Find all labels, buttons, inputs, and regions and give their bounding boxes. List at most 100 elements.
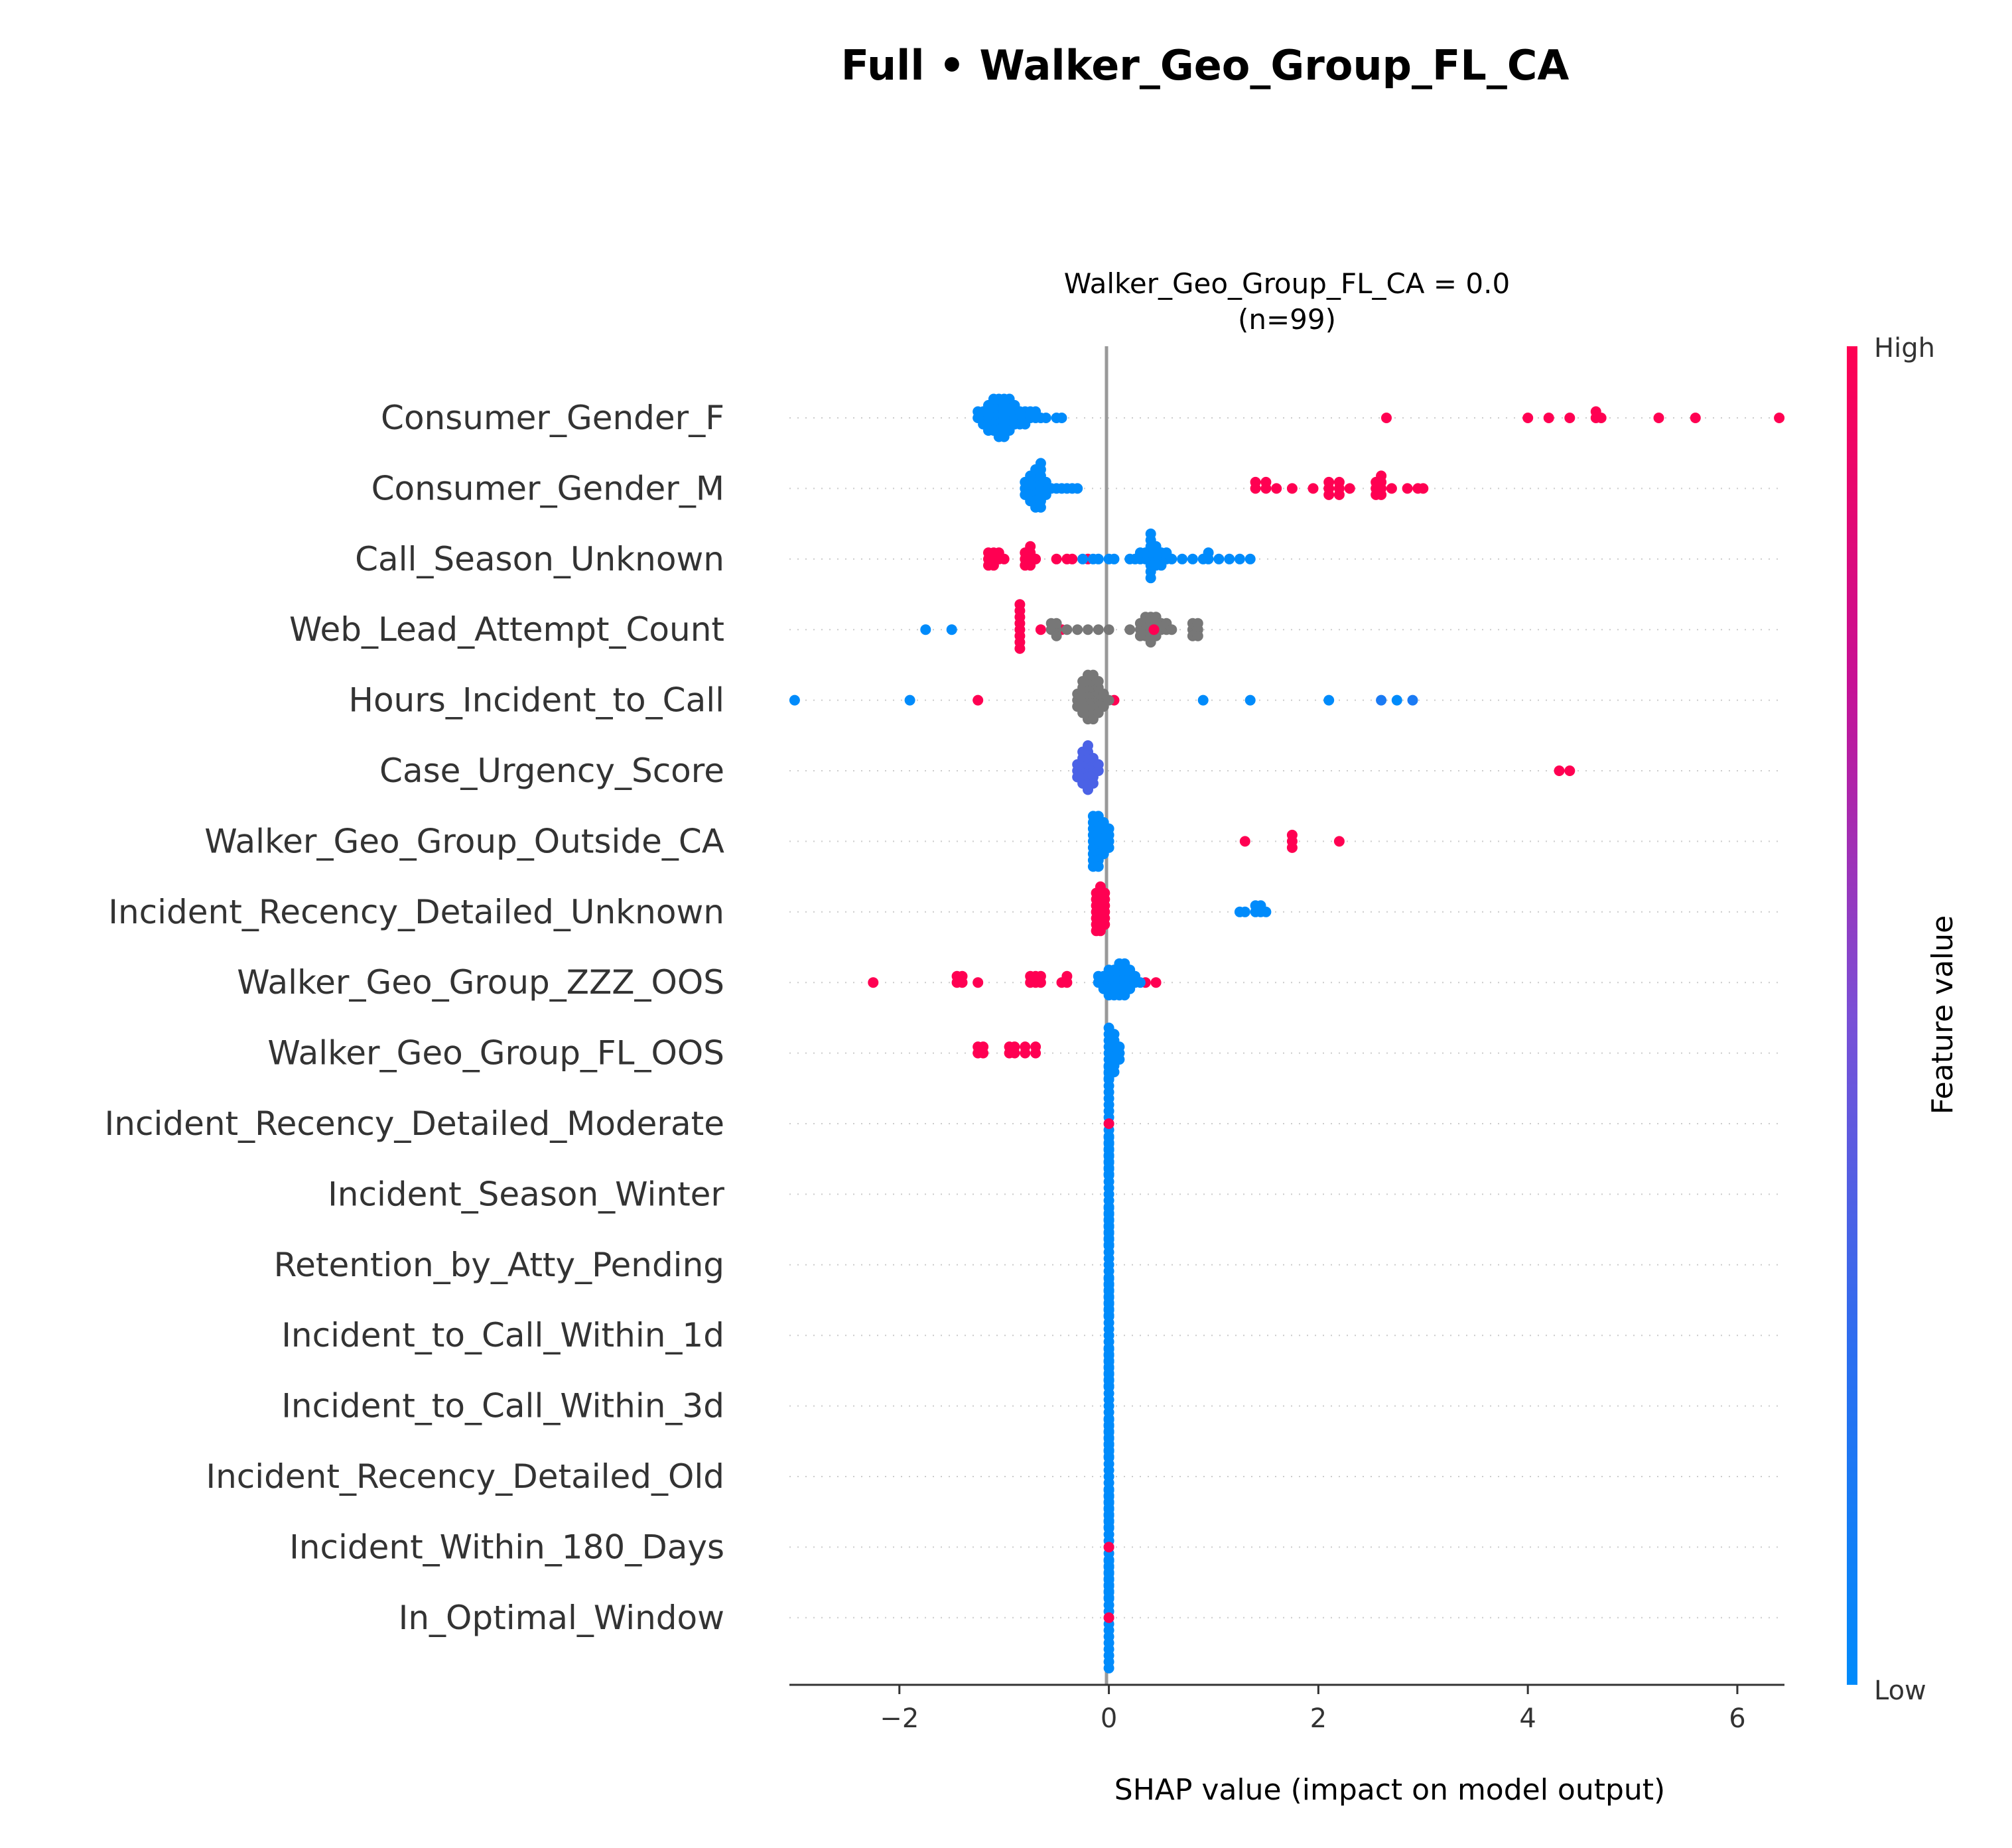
- shap-point: [1271, 483, 1282, 494]
- shap-point: [1072, 624, 1083, 635]
- feature-label: Incident_Within_180_Days: [289, 1528, 724, 1566]
- x-tick-label: 6: [1729, 1703, 1745, 1734]
- shap-point: [1224, 553, 1235, 564]
- shap-point: [1386, 483, 1397, 494]
- feature-row-dots: [1020, 458, 1429, 513]
- x-axis-label: SHAP value (impact on model output): [1114, 1773, 1665, 1807]
- feature-row-dots: [868, 958, 1162, 1001]
- shap-point: [1554, 765, 1565, 776]
- feature-row-dots: [1103, 1555, 1114, 1674]
- feature-label: Incident_to_Call_Within_3d: [281, 1387, 724, 1425]
- shap-point: [1103, 1132, 1114, 1143]
- shap-point: [1197, 694, 1209, 706]
- feature-row-dots: [1087, 811, 1345, 872]
- shap-point: [946, 624, 957, 635]
- shap-point: [1025, 541, 1036, 552]
- shap-point: [1234, 553, 1245, 564]
- shap-point: [1103, 1555, 1114, 1567]
- feature-label: Incident_Season_Winter: [328, 1175, 724, 1213]
- shap-point: [920, 624, 931, 635]
- shap-point: [1286, 829, 1298, 840]
- feature-label: Walker_Geo_Group_ZZZ_OOS: [237, 963, 724, 1002]
- shap-point: [1166, 624, 1177, 635]
- shap-point: [1150, 977, 1162, 988]
- shap-point: [1051, 618, 1062, 629]
- shap-point: [1148, 624, 1160, 635]
- shap-point: [1203, 547, 1214, 559]
- shap-point: [1077, 553, 1089, 564]
- shap-point: [1595, 413, 1607, 423]
- shap-point: [1145, 528, 1156, 539]
- feature-label: Incident_Recency_Detailed_Unknown: [108, 893, 724, 931]
- shap-point: [1103, 1203, 1114, 1214]
- shap-point: [1040, 413, 1051, 423]
- shap-point: [1108, 553, 1120, 564]
- shap-point: [1035, 624, 1046, 635]
- feature-label: In_Optimal_Window: [399, 1599, 724, 1637]
- shap-point: [1286, 483, 1298, 494]
- shap-point: [1035, 458, 1046, 469]
- shap-point: [1067, 553, 1078, 564]
- shap-point: [1402, 483, 1413, 494]
- shap-point: [1239, 906, 1250, 917]
- feature-row-dots: [789, 669, 1418, 725]
- shap-point: [1564, 765, 1576, 776]
- feature-label: Walker_Geo_Group_Outside_CA: [204, 822, 724, 860]
- shap-point: [1103, 1485, 1114, 1496]
- shap-point: [1020, 1041, 1031, 1053]
- colorbar-label: Feature value: [1926, 915, 1960, 1114]
- colorbar-high-label: High: [1874, 333, 1935, 363]
- shap-point: [1099, 919, 1110, 930]
- shap-point: [1376, 470, 1387, 482]
- shap-point: [1407, 694, 1418, 706]
- shap-point: [1103, 1662, 1114, 1674]
- shap-point: [1250, 476, 1261, 488]
- shap-point: [1051, 553, 1062, 564]
- shap-point: [1103, 694, 1114, 706]
- shap-point: [1030, 553, 1041, 564]
- shap-point: [1030, 1041, 1041, 1053]
- feature-row-dots: [1091, 881, 1272, 937]
- shap-point: [1653, 413, 1664, 423]
- colorbar: [1847, 346, 1857, 1685]
- shap-point: [1323, 489, 1335, 500]
- x-tick-label: 4: [1519, 1703, 1536, 1734]
- shap-point: [1099, 888, 1110, 899]
- shap-point: [1391, 694, 1402, 706]
- feature-row-dots: [920, 599, 1203, 654]
- shap-point: [1177, 553, 1188, 564]
- shap-point: [1376, 489, 1387, 500]
- shap-point: [1072, 483, 1083, 494]
- shap-point: [868, 977, 879, 988]
- feature-label: Incident_Recency_Detailed_Old: [206, 1457, 724, 1496]
- x-tick-label: 0: [1101, 1703, 1117, 1734]
- colorbar-low-label: Low: [1874, 1676, 1926, 1706]
- shap-point: [1690, 413, 1701, 423]
- shap-point: [1061, 624, 1073, 635]
- shap-point: [1418, 483, 1429, 494]
- shap-point: [1376, 694, 1387, 706]
- feature-label: Incident_Recency_Detailed_Moderate: [105, 1104, 724, 1143]
- x-ticks: −2 0 2 4 6: [880, 1685, 1746, 1734]
- shap-point: [1260, 906, 1272, 917]
- feature-labels: Consumer_Gender_F Consumer_Gender_M Call_S…: [105, 399, 725, 1637]
- feature-row-dots: [1072, 740, 1576, 795]
- shap-point: [972, 977, 984, 988]
- shap-point: [1166, 553, 1177, 564]
- shap-point: [1103, 823, 1114, 834]
- shap-point: [1192, 618, 1203, 629]
- feature-label: Case_Urgency_Score: [379, 752, 724, 790]
- shap-point: [1056, 413, 1067, 423]
- shap-point: [998, 553, 1010, 564]
- shap-point: [1564, 413, 1576, 423]
- shap-point: [1035, 501, 1046, 513]
- shap-point: [1543, 413, 1554, 423]
- feature-label: Consumer_Gender_F: [381, 399, 724, 437]
- shap-point: [1239, 836, 1250, 847]
- shap-point: [1114, 1041, 1125, 1053]
- feature-row-dots: [972, 1022, 1125, 1084]
- shap-point: [1286, 842, 1298, 853]
- shap-point: [1087, 778, 1099, 789]
- shap-point: [1093, 676, 1104, 687]
- feature-label: Hours_Incident_to_Call: [348, 681, 724, 720]
